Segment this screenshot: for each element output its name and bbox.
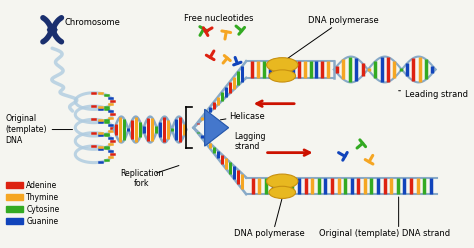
Bar [6,218,23,224]
Bar [6,206,23,212]
Text: Thymine: Thymine [27,193,59,202]
Text: Lagging
strand: Lagging strand [234,132,266,151]
Text: Adenine: Adenine [27,181,57,190]
Bar [6,182,23,188]
Text: Chromosome: Chromosome [64,18,120,27]
Text: DNA polymerase: DNA polymerase [234,228,305,238]
Text: DNA polymerase: DNA polymerase [308,16,379,25]
Text: Original
(template)
DNA: Original (template) DNA [5,114,46,145]
Bar [6,194,23,200]
Ellipse shape [269,186,296,198]
Ellipse shape [269,70,296,82]
Text: Cytosine: Cytosine [27,205,60,214]
Text: Free nucleotides: Free nucleotides [184,14,253,23]
Text: Original (template) DNA strand: Original (template) DNA strand [319,228,450,238]
Text: Guanine: Guanine [27,217,58,226]
Text: Replication
fork: Replication fork [120,169,164,188]
Polygon shape [205,109,228,146]
Ellipse shape [266,174,298,188]
Text: Leading strand: Leading strand [405,90,468,99]
Ellipse shape [266,58,298,72]
Text: Helicase: Helicase [229,112,265,121]
